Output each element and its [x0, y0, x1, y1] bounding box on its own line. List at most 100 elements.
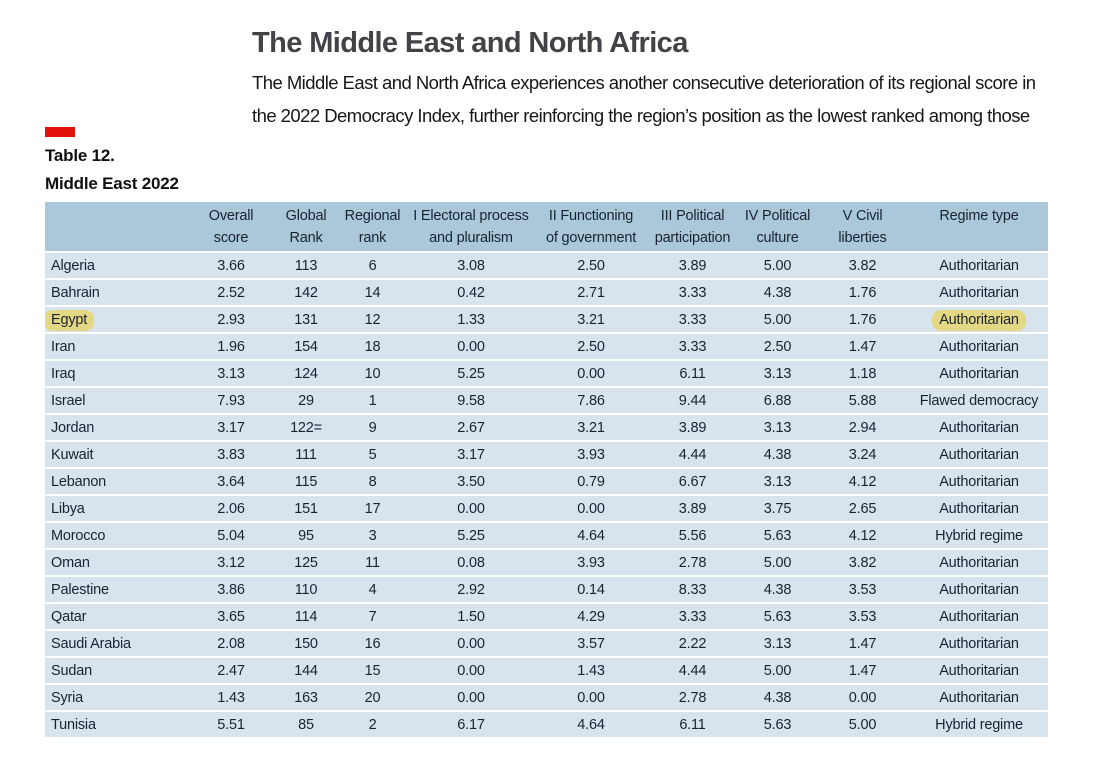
table-row: Iraq 3.13 124 10 5.25 0.00 6.11 3.13 1.18 Authori… — [45, 360, 1048, 388]
score-cell: 18 — [340, 333, 405, 361]
score-cell: 3.21 — [537, 306, 645, 334]
regime-type-cell: Authoritarian — [910, 252, 1048, 280]
column-header: Global Rank — [272, 202, 340, 253]
highlight-annotation: Authoritarian — [932, 309, 1026, 331]
score-cell: 2.93 — [190, 306, 272, 334]
score-cell: 4.29 — [537, 603, 645, 631]
score-cell: 1.50 — [405, 603, 537, 631]
score-cell: 4.38 — [740, 684, 815, 712]
score-cell: 3.24 — [815, 441, 910, 469]
score-cell: 2.92 — [405, 576, 537, 604]
score-cell: 0.00 — [537, 495, 645, 523]
score-cell: 9.58 — [405, 387, 537, 415]
score-cell: 5 — [340, 441, 405, 469]
table-row: Israel 7.93 29 1 9.58 7.86 9.44 6.88 5.88 Flawed … — [45, 387, 1048, 415]
score-cell: 29 — [272, 387, 340, 415]
score-cell: 3.64 — [190, 468, 272, 496]
table-row: Algeria 3.66 113 6 3.08 2.50 3.89 5.00 3.82 Autho… — [45, 252, 1048, 280]
regime-type-cell: Authoritarian — [910, 684, 1048, 712]
country-cell: Bahrain — [45, 279, 190, 307]
score-cell: 115 — [272, 468, 340, 496]
regime-type-cell: Authoritarian — [910, 279, 1048, 307]
score-cell: 5.04 — [190, 522, 272, 550]
regime-type-cell: Authoritarian — [910, 630, 1048, 658]
score-cell: 3.83 — [190, 441, 272, 469]
score-cell: 3.82 — [815, 252, 910, 280]
table-row: Egypt 2.93 131 12 1.33 3.21 3.33 5.00 1.76 Author… — [45, 306, 1048, 334]
score-cell: 5.00 — [740, 657, 815, 685]
column-header: II Functioning of government — [537, 202, 645, 253]
score-cell: 8 — [340, 468, 405, 496]
score-cell: 2.50 — [740, 333, 815, 361]
score-cell: 3.33 — [645, 333, 740, 361]
score-cell: 7.86 — [537, 387, 645, 415]
column-header: IV Political culture — [740, 202, 815, 253]
score-cell: 3.33 — [645, 603, 740, 631]
score-cell: 1.18 — [815, 360, 910, 388]
table-label: Table 12. — [45, 146, 115, 165]
score-cell: 5.00 — [740, 549, 815, 577]
score-cell: 11 — [340, 549, 405, 577]
score-cell: 144 — [272, 657, 340, 685]
score-cell: 1.47 — [815, 657, 910, 685]
score-cell: 4.38 — [740, 576, 815, 604]
score-cell: 5.88 — [815, 387, 910, 415]
section-marker-bar — [45, 127, 75, 137]
score-cell: 9 — [340, 414, 405, 442]
country-cell: Oman — [45, 549, 190, 577]
score-cell: 0.00 — [815, 684, 910, 712]
score-cell: 6.88 — [740, 387, 815, 415]
score-cell: 3.13 — [740, 360, 815, 388]
table-row: Sudan 2.47 144 15 0.00 1.43 4.44 5.00 1.47 Author… — [45, 657, 1048, 685]
score-cell: 5.56 — [645, 522, 740, 550]
score-cell: 111 — [272, 441, 340, 469]
score-cell: 4.38 — [740, 279, 815, 307]
score-cell: 6.67 — [645, 468, 740, 496]
score-cell: 5.51 — [190, 711, 272, 739]
country-cell: Qatar — [45, 603, 190, 631]
score-cell: 110 — [272, 576, 340, 604]
score-cell: 1.33 — [405, 306, 537, 334]
score-cell: 3.21 — [537, 414, 645, 442]
score-cell: 4.12 — [815, 468, 910, 496]
score-cell: 114 — [272, 603, 340, 631]
score-cell: 10 — [340, 360, 405, 388]
score-cell: 3.93 — [537, 441, 645, 469]
regime-type-cell: Authoritarian — [910, 495, 1048, 523]
score-cell: 14 — [340, 279, 405, 307]
score-cell: 2 — [340, 711, 405, 739]
score-cell: 4.38 — [740, 441, 815, 469]
score-cell: 3.33 — [645, 306, 740, 334]
score-cell: 15 — [340, 657, 405, 685]
table-row: Libya 2.06 151 17 0.00 0.00 3.89 3.75 2.65 Author… — [45, 495, 1048, 523]
table-row: Bahrain 2.52 142 14 0.42 2.71 3.33 4.38 1.76 Auth… — [45, 279, 1048, 307]
regime-type-cell: Hybrid regime — [910, 711, 1048, 739]
table-row: Tunisia 5.51 85 2 6.17 4.64 6.11 5.63 5.00 Hybrid… — [45, 711, 1048, 739]
score-cell: 0.00 — [405, 333, 537, 361]
score-cell: 3.66 — [190, 252, 272, 280]
score-cell: 5.00 — [740, 252, 815, 280]
score-cell: 2.65 — [815, 495, 910, 523]
table-body: Algeria 3.66 113 6 3.08 2.50 3.89 5.00 3.82 Autho… — [45, 252, 1048, 739]
score-cell: 5.25 — [405, 360, 537, 388]
score-cell: 3.12 — [190, 549, 272, 577]
score-cell: 3 — [340, 522, 405, 550]
score-cell: 3.93 — [537, 549, 645, 577]
score-cell: 2.52 — [190, 279, 272, 307]
score-cell: 124 — [272, 360, 340, 388]
table-row: Iran 1.96 154 18 0.00 2.50 3.33 2.50 1.47 Authori… — [45, 333, 1048, 361]
score-cell: 0.08 — [405, 549, 537, 577]
score-cell: 1.76 — [815, 306, 910, 334]
score-cell: 0.00 — [405, 684, 537, 712]
score-cell: 5.63 — [740, 522, 815, 550]
score-cell: 1.43 — [537, 657, 645, 685]
country-cell: Iran — [45, 333, 190, 361]
score-cell: 6.17 — [405, 711, 537, 739]
score-cell: 113 — [272, 252, 340, 280]
score-cell: 3.53 — [815, 603, 910, 631]
column-header: I Electoral process and pluralism — [405, 202, 537, 253]
column-header: III Political participation — [645, 202, 740, 253]
header-row: Overall score Global Rank Regional rank I E… — [45, 202, 1048, 253]
score-cell: 0.00 — [537, 684, 645, 712]
table-row: Syria 1.43 163 20 0.00 0.00 2.78 4.38 0.00 Author… — [45, 684, 1048, 712]
